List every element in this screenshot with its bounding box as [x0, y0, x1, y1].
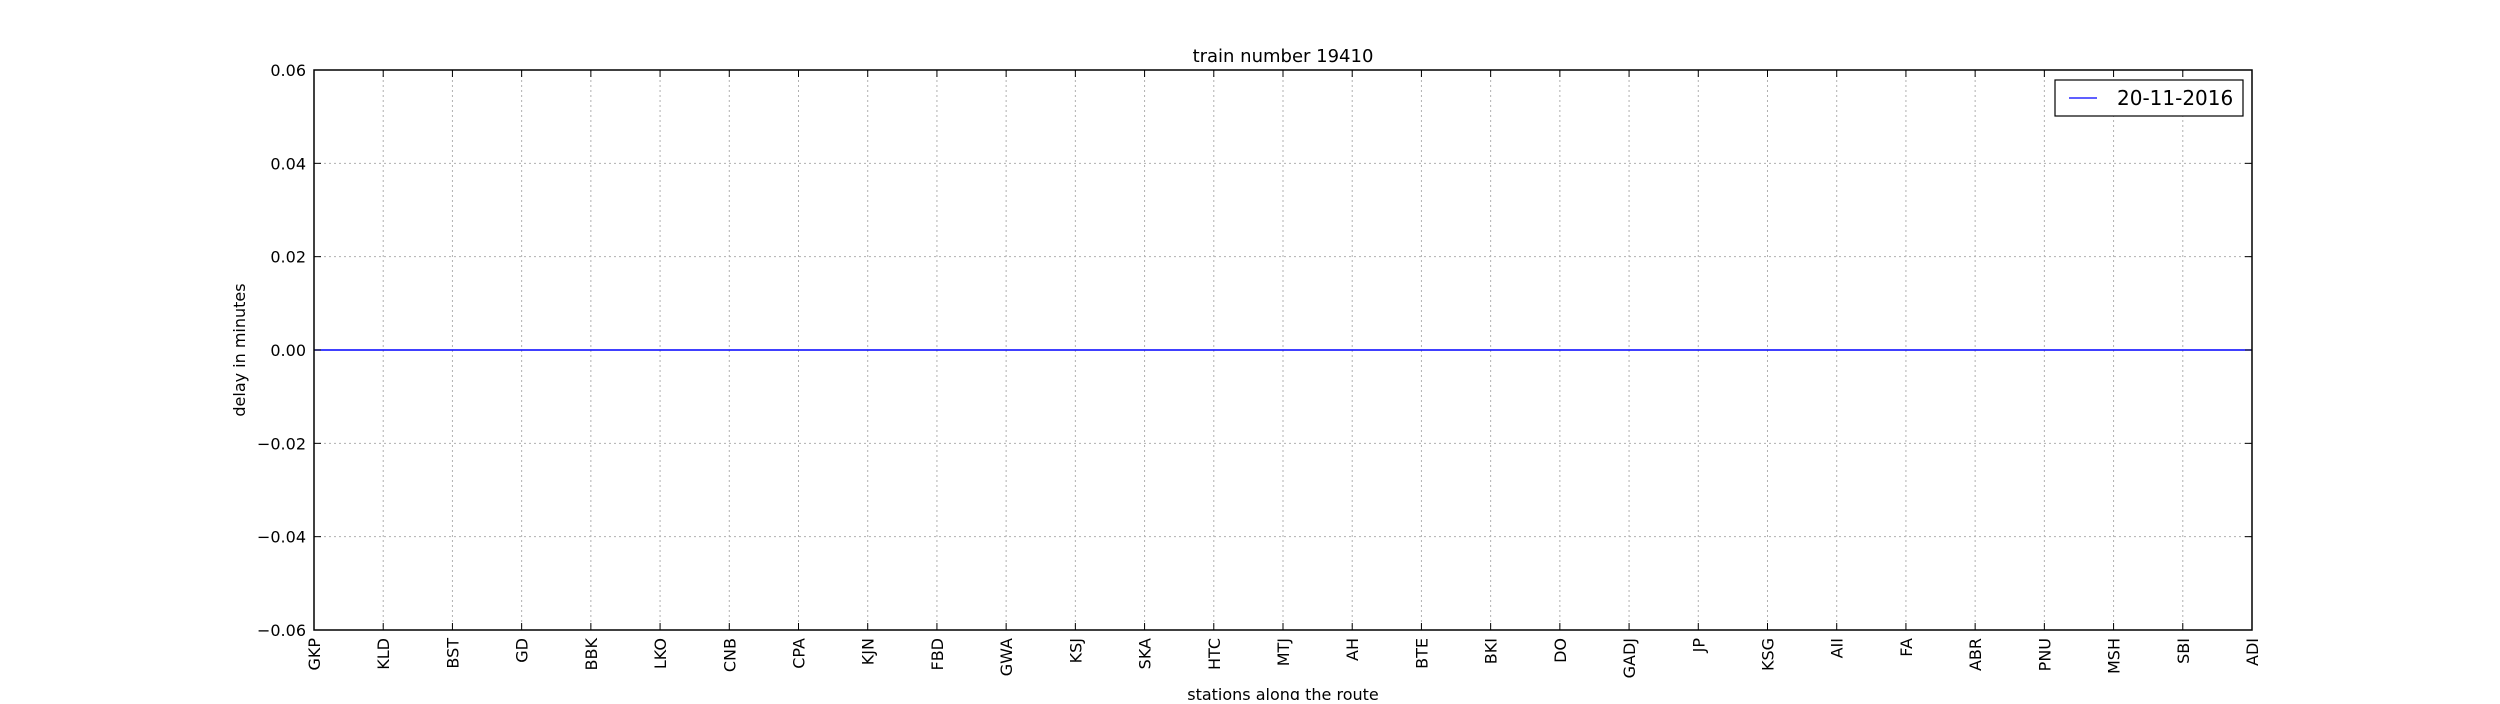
- x-tick-label: KSG: [1759, 638, 1778, 671]
- x-tick-label: MSH: [2105, 638, 2124, 674]
- x-tick-label: ABR: [1966, 638, 1985, 671]
- y-axis-ticks: −0.06 −0.04 −0.02 0.00 0.02 0.04 0.06: [257, 61, 2252, 640]
- x-tick-label: GD: [513, 638, 532, 663]
- x-tick-label: BKI: [1482, 638, 1501, 664]
- x-tick-label: AII: [1828, 638, 1847, 658]
- x-axis-label: stations along the route: [1187, 685, 1379, 700]
- x-tick-label: AH: [1343, 638, 1362, 661]
- x-tick-label: BTE: [1412, 638, 1431, 669]
- legend: 20-11-2016: [2054, 79, 2244, 117]
- legend-label: 20-11-2016: [2117, 86, 2233, 110]
- y-tick-label: −0.06: [257, 621, 306, 640]
- x-tick-label: DO: [1551, 638, 1570, 663]
- x-tick-label: BBK: [582, 638, 601, 671]
- x-tick-label: HTC: [1205, 638, 1224, 670]
- y-tick-label: 0.02: [270, 248, 306, 267]
- x-tick-label: MTJ: [1274, 638, 1293, 666]
- x-tick-label: JP: [1689, 638, 1708, 654]
- y-axis-label: delay in minutes: [230, 283, 249, 416]
- chart-title: train number 19410: [1193, 46, 1374, 67]
- x-tick-label: FA: [1897, 638, 1916, 657]
- x-tick-label: KLD: [374, 638, 393, 670]
- x-tick-label: KSJ: [1066, 638, 1085, 663]
- y-tick-label: 0.00: [270, 341, 306, 360]
- x-tick-label: LKO: [651, 638, 670, 669]
- x-tick-label: ADI: [2243, 638, 2262, 666]
- y-tick-label: 0.04: [270, 154, 306, 173]
- x-tick-label: SBI: [2174, 638, 2193, 664]
- x-axis-ticks: GKP KLD BST GD BBK LKO CNB CPA KJN FBD GWA KSJ SKA HT…: [305, 70, 2262, 678]
- x-tick-label: SKA: [1136, 638, 1155, 669]
- y-tick-label: 0.06: [270, 61, 306, 80]
- x-tick-label: GWA: [997, 638, 1016, 676]
- x-tick-label: CNB: [720, 638, 739, 672]
- y-tick-label: −0.04: [257, 528, 306, 547]
- y-tick-label: −0.02: [257, 434, 306, 453]
- x-tick-label: GADJ: [1620, 638, 1639, 678]
- x-tick-label: KJN: [859, 638, 878, 665]
- x-tick-label: GKP: [305, 638, 324, 671]
- x-tick-label: CPA: [790, 638, 809, 669]
- x-tick-label: FBD: [928, 638, 947, 671]
- x-tick-label: PNU: [2035, 638, 2054, 671]
- x-tick-label: BST: [443, 638, 462, 669]
